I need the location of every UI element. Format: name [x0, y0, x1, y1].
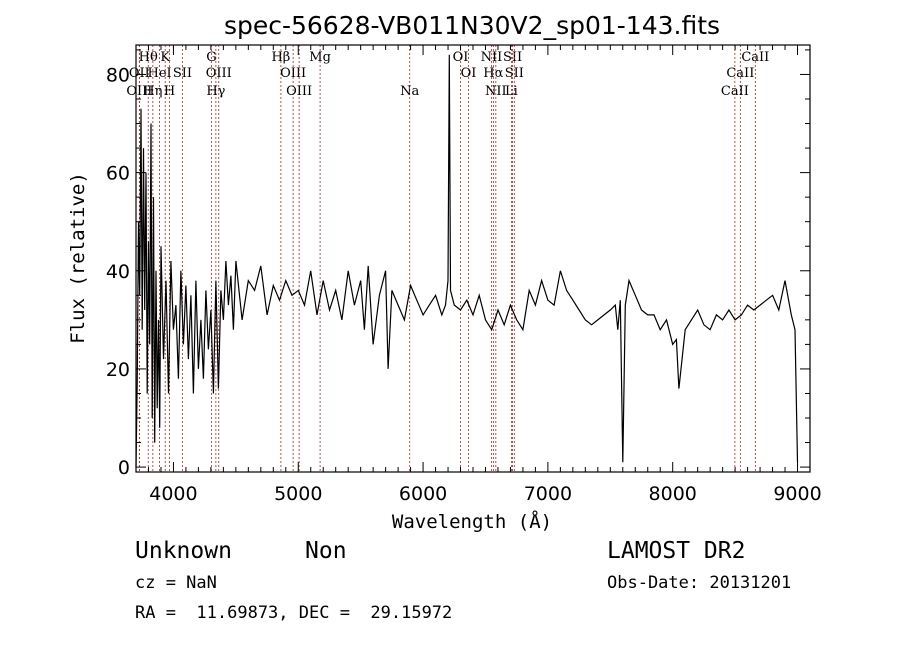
x-tick-label: 9000	[773, 483, 821, 505]
y-tick-label: 80	[106, 64, 130, 86]
redshift-readout: cz = NaN	[135, 573, 217, 593]
line-marker-label: CaII	[721, 84, 749, 99]
object-class: Unknown	[135, 538, 232, 564]
line-marker-label: HeI	[148, 66, 172, 81]
line-marker-label: OIII	[286, 84, 312, 99]
axis-tick-layer: 4000 5000 6000 7000 8000 9000 0 20 40 60 80	[106, 45, 822, 505]
x-tick-label: 5000	[274, 483, 322, 505]
line-marker-label: Li	[505, 84, 518, 99]
line-marker-label: SII	[503, 50, 522, 65]
line-marker-label: OI	[453, 50, 469, 65]
line-marker-label: Hη	[143, 84, 162, 99]
y-tick-label: 40	[106, 261, 130, 283]
line-marker-label: SII	[173, 66, 192, 81]
line-marker-label: Hα	[483, 66, 503, 81]
line-marker-label: Hβ	[271, 50, 290, 65]
line-marker-label: NII	[485, 84, 507, 99]
line-marker-label: OIII	[280, 66, 306, 81]
y-tick-label: 20	[106, 359, 130, 381]
y-tick-label: 0	[118, 457, 130, 479]
x-tick-label: 4000	[149, 483, 197, 505]
line-marker-label: NII	[481, 50, 503, 65]
line-marker-label: Mg	[309, 50, 331, 65]
x-tick-label: 8000	[649, 483, 697, 505]
line-marker-label: K	[160, 50, 170, 65]
line-marker-label: OIII	[206, 66, 232, 81]
survey-name: LAMOST DR2	[607, 538, 746, 564]
y-axis-label: Flux (relative)	[67, 172, 89, 344]
coordinates-readout: RA = 11.69873, DEC = 29.15972	[135, 603, 453, 623]
line-marker-label: H	[164, 84, 175, 99]
line-marker-label: G	[206, 50, 216, 65]
line-marker-label: Hθ	[139, 50, 158, 65]
line-marker-label: CaII	[726, 66, 754, 81]
line-marker-label: SII	[505, 66, 524, 81]
x-axis-label: Wavelength (Å)	[392, 510, 552, 533]
line-marker-label: Hγ	[206, 84, 225, 99]
x-tick-label: 7000	[524, 483, 572, 505]
line-marker-label: OIII	[126, 84, 152, 99]
plot-frame	[135, 44, 811, 473]
flux-series-line	[135, 54, 799, 468]
line-marker-label: Na	[400, 84, 419, 99]
line-marker-label: OI	[461, 66, 477, 81]
line-marker-label: CaII	[741, 50, 769, 65]
object-subclass: Non	[305, 538, 347, 564]
chart-title: spec-56628-VB011N30V2_sp01-143.fits	[224, 11, 720, 40]
x-tick-label: 6000	[399, 483, 447, 505]
obs-date: Obs-Date: 20131201	[607, 573, 792, 593]
y-tick-label: 60	[106, 163, 130, 185]
